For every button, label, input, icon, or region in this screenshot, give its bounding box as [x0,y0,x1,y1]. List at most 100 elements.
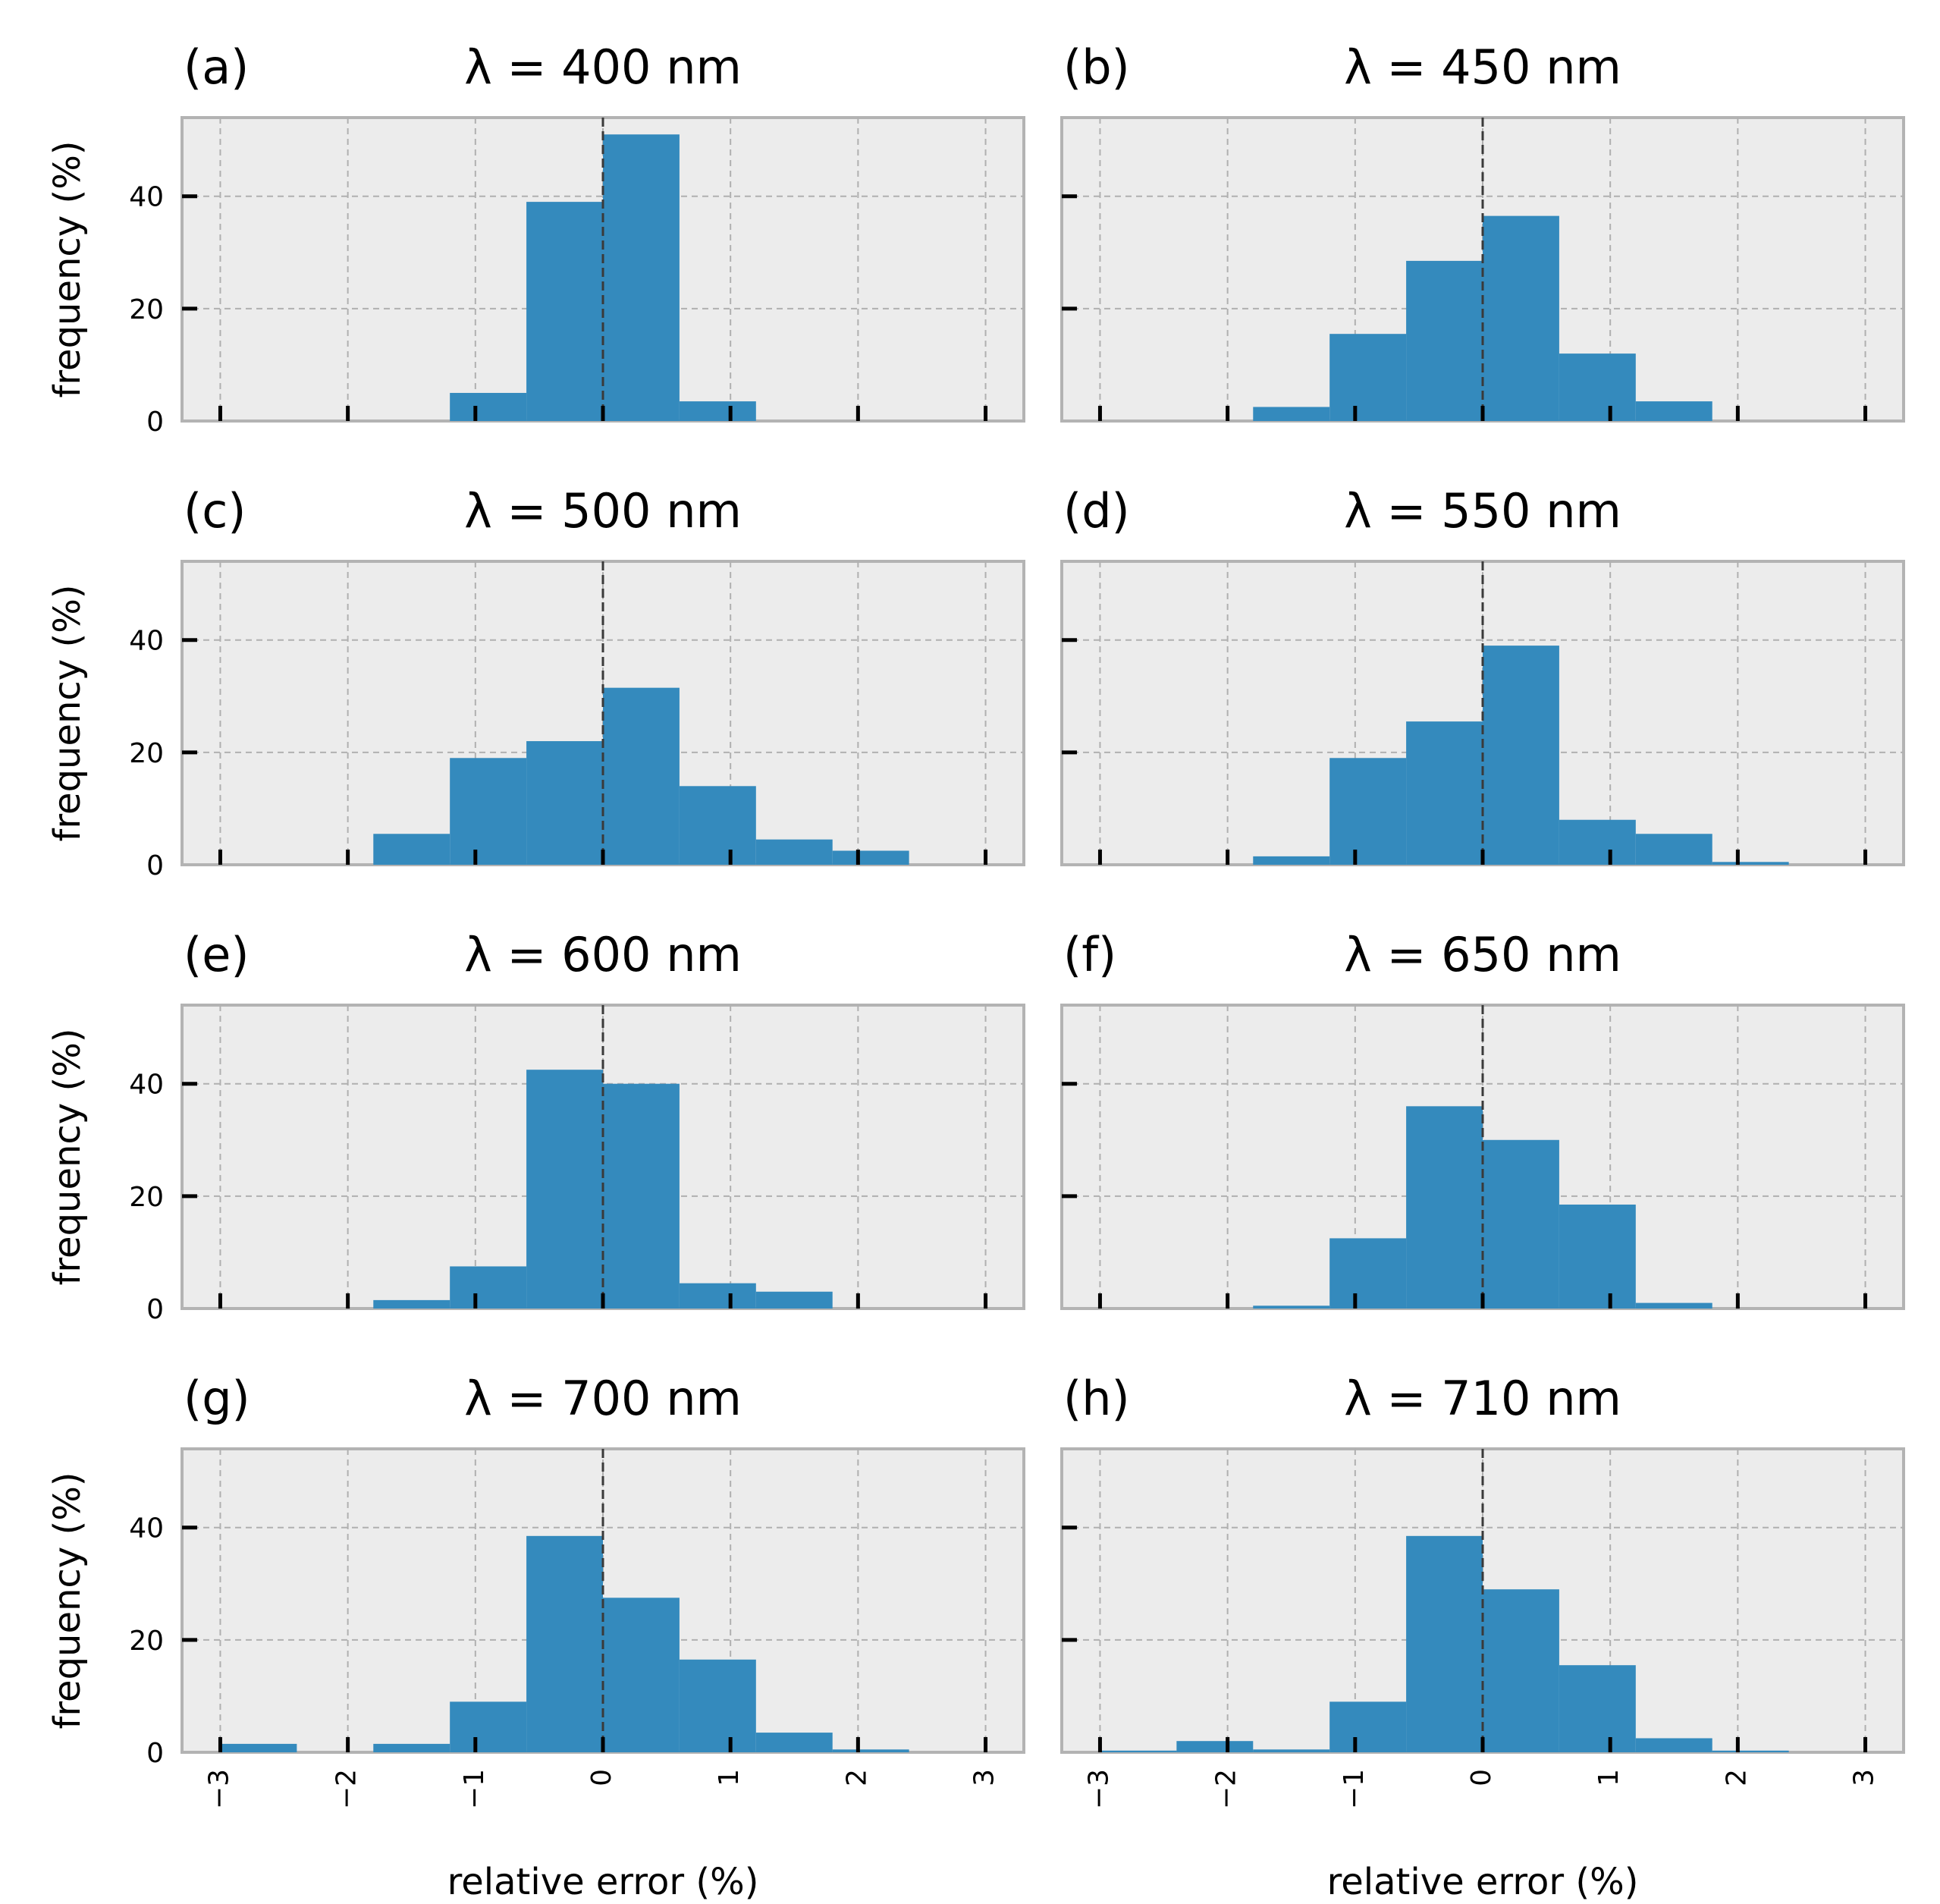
histogram-bar [450,758,527,865]
panel-label: (d) [1063,483,1130,539]
histogram-bar [679,401,756,421]
x-tick-label: −2 [1211,1769,1242,1809]
histogram-bar [1329,1238,1407,1309]
panel-label: (c) [184,483,246,539]
histogram-bar [526,741,603,865]
x-tick-label: 0 [586,1769,617,1786]
histogram-bar [1253,1749,1330,1752]
y-tick-label: 20 [129,738,164,769]
x-tick-label: 2 [841,1769,872,1786]
y-axis-label: frequency (%) [46,1028,89,1285]
panel-label: (h) [1063,1371,1130,1426]
histogram-bar [526,1070,603,1309]
panel-title: λ = 400 nm [464,39,742,95]
histogram-bar [1253,856,1330,865]
panel-title: λ = 550 nm [1344,483,1621,539]
histogram-bar [1483,1139,1559,1309]
y-tick-label: 20 [129,1182,164,1213]
x-tick-label: 1 [714,1769,745,1786]
histogram-panel-b: (b) λ = 450 nm [1060,39,1905,423]
x-tick-label: −1 [459,1769,490,1809]
histogram-bar [603,687,680,865]
y-tick-label: 40 [129,626,164,657]
histogram-panel-h: (h) λ = 710 nm −3 −2 −1 0 1 2 3 relative error (%… [1060,1371,1905,1903]
histogram-panel-e: 0 20 40 frequency (%) (e) λ = 600 nm [46,927,1025,1325]
histogram-bar [1329,334,1407,421]
histogram-bar [679,786,756,865]
histogram-bar [1406,1106,1483,1309]
histogram-bar [450,1266,527,1309]
histogram-bar [1635,1738,1712,1752]
x-axis-label: relative error (%) [1327,1861,1639,1903]
panel-title: λ = 500 nm [464,483,742,539]
y-tick-label: 40 [129,182,164,213]
histogram-bar [1559,1204,1636,1309]
y-axis-label: frequency (%) [46,140,89,397]
histogram-bar [603,1083,680,1309]
histogram-bar [1559,353,1636,421]
histogram-bar [1176,1741,1254,1752]
x-tick-label: 3 [969,1769,1000,1786]
histogram-bar [1483,1589,1559,1752]
x-axis-label: relative error (%) [447,1861,759,1903]
histogram-bar [1329,758,1407,865]
x-tick-label: −2 [331,1769,363,1809]
histogram-bar [1253,1305,1330,1309]
histogram-bar [832,850,909,865]
y-tick-label: 0 [146,1294,164,1325]
histogram-bar [603,1598,680,1752]
y-axis-label: frequency (%) [46,584,89,841]
y-tick-label: 0 [146,850,164,881]
x-tick-label: −3 [203,1769,234,1809]
x-tick-label: −1 [1339,1769,1370,1809]
histogram-bar [679,1659,756,1752]
histogram-bar [220,1743,297,1752]
y-axis-label: frequency (%) [46,1472,89,1729]
y-tick-label: 20 [129,294,164,325]
histogram-bar [832,1749,909,1752]
histogram-bar [755,839,833,865]
histogram-bar [373,834,450,865]
x-tick-label: 3 [1849,1769,1880,1786]
histogram-bar [1559,819,1636,865]
histogram-bar [1329,1701,1407,1752]
histogram-bar [1635,834,1712,865]
panel-label: (g) [184,1371,250,1426]
x-tick-label: 2 [1721,1769,1752,1786]
panel-label: (a) [184,39,249,95]
y-tick-label: 20 [129,1626,164,1657]
panel-label: (b) [1063,39,1130,95]
histogram-panel-f: (f) λ = 650 nm [1060,927,1905,1310]
histogram-bar [755,1733,833,1752]
histogram-panel-g: 0 20 40 frequency (%) (g) λ = 700 nm −3 −2 −1 0 1 2… [46,1371,1025,1903]
histogram-bar [1712,1750,1789,1752]
histogram-panel-c: 0 20 40 frequency (%) (c) λ = 500 nm [46,483,1025,881]
y-tick-label: 40 [129,1070,164,1101]
histogram-bar [603,134,680,421]
histogram-bar [373,1743,450,1752]
x-tick-label: −3 [1083,1769,1114,1809]
histogram-panel-a: 0 20 40 frequency (%) (a) λ = 400 nm [46,39,1025,438]
panel-title: λ = 710 nm [1344,1371,1621,1426]
histogram-bar [1406,721,1483,865]
y-tick-label: 40 [129,1513,164,1544]
histogram-bar [1100,1750,1177,1752]
histogram-bar [1712,862,1789,865]
histogram-bar [1406,1535,1483,1752]
histogram-bar [450,392,527,421]
panel-title: λ = 700 nm [464,1371,742,1426]
y-tick-label: 0 [146,407,164,438]
histogram-bar [755,1291,833,1309]
panel-title: λ = 450 nm [1344,39,1621,95]
histogram-bar [1483,215,1559,421]
histogram-bar [373,1299,450,1309]
histogram-panel-d: (d) λ = 550 nm [1060,483,1905,866]
histogram-bar [1483,646,1559,865]
panel-title: λ = 600 nm [464,927,742,982]
x-tick-label: 1 [1593,1769,1625,1786]
histogram-bar [1635,1302,1712,1309]
x-tick-label: 0 [1466,1769,1497,1786]
histogram-bar [1406,260,1483,421]
histogram-bar [679,1283,756,1309]
